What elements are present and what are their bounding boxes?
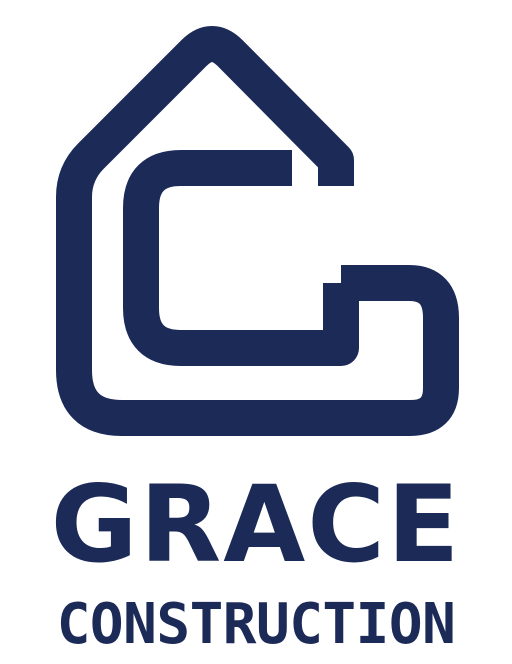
house-outline <box>56 26 459 436</box>
letter-g-shape <box>123 150 359 366</box>
house-g-logo-icon <box>56 26 459 436</box>
brand-subtitle: CONSTRUCTION <box>56 592 456 657</box>
brand-name: GRACE <box>50 463 462 586</box>
